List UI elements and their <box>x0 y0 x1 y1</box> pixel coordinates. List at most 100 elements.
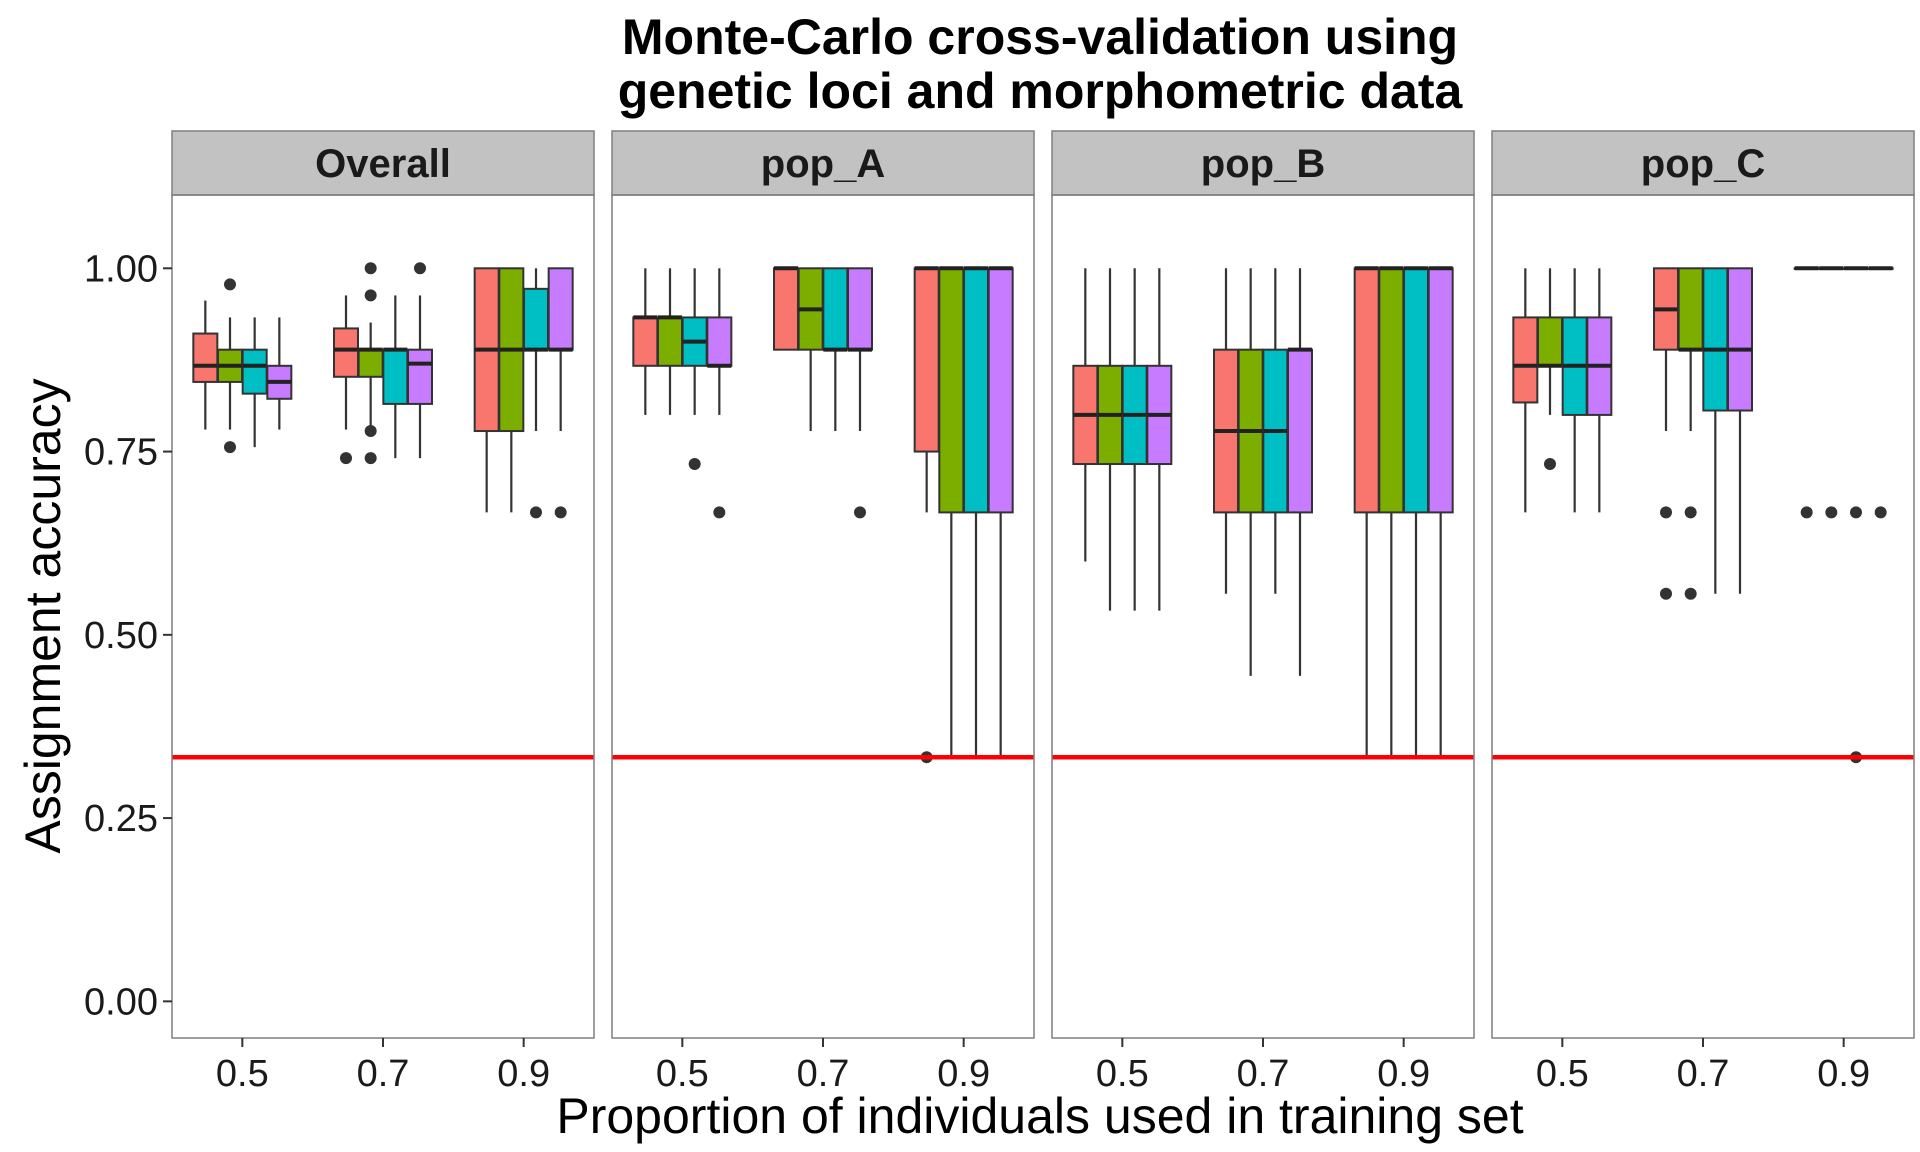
strip-label: pop_A <box>761 142 885 186</box>
box-body <box>987 267 1014 514</box>
box-body <box>241 348 268 395</box>
box-body <box>1702 267 1729 412</box>
outlier-point <box>1684 506 1697 519</box>
box <box>1287 268 1313 676</box>
box <box>241 317 268 448</box>
box <box>913 266 940 764</box>
box-body <box>1378 267 1405 514</box>
box <box>1561 268 1588 513</box>
x-tick-label: 0.9 <box>937 1053 990 1095</box>
y-axis: 0.00 0.25 0.50 0.75 1.00 <box>84 248 172 1023</box>
y-tick-label: 0.50 <box>84 615 158 657</box>
box-body <box>938 267 965 514</box>
box <box>987 266 1014 758</box>
box-body <box>547 267 574 351</box>
box-body <box>382 348 409 405</box>
strip-label: Overall <box>315 142 451 186</box>
box-body <box>773 267 799 351</box>
x-tick-label: 0.5 <box>1096 1053 1149 1095</box>
facet-panel: pop_C 0.5 0.7 0.9 <box>1491 130 1915 1095</box>
outlier-point <box>224 278 236 291</box>
strip-background <box>171 130 595 196</box>
outlier-point <box>854 506 866 519</box>
x-axis-title: Proportion of individuals used in traini… <box>556 1088 1523 1144</box>
box-body <box>1537 316 1563 367</box>
box <box>1378 266 1405 758</box>
y-tick-label: 1.00 <box>84 248 158 290</box>
box <box>382 295 409 459</box>
box-body <box>913 267 940 453</box>
box <box>407 262 433 459</box>
outlier-point <box>364 289 377 302</box>
box <box>1262 268 1289 594</box>
box-body <box>1427 267 1454 514</box>
outlier-point <box>364 262 377 275</box>
box-body <box>847 267 873 351</box>
outlier-point <box>364 425 377 438</box>
facet-panel: pop_B 0.5 0.7 0.9 <box>1051 130 1475 1095</box>
box <box>1512 268 1539 513</box>
box <box>333 295 359 465</box>
outlier-point <box>554 506 567 519</box>
outlier-point <box>1850 506 1862 519</box>
box <box>1653 267 1679 600</box>
outlier-point <box>340 452 352 465</box>
box <box>1427 266 1454 758</box>
outlier-point <box>688 458 701 471</box>
strip-label: pop_C <box>1641 142 1765 186</box>
box <box>1677 267 1704 600</box>
strip-background <box>611 130 1035 196</box>
box <box>632 268 659 415</box>
box <box>706 268 733 519</box>
box <box>547 267 574 519</box>
box-body <box>192 332 219 383</box>
y-tick-label: 0.25 <box>84 798 158 840</box>
box <box>1072 268 1099 562</box>
outlier-point <box>224 441 236 454</box>
box-body <box>822 267 849 351</box>
strip-background <box>1491 130 1915 196</box>
outlier-point <box>414 262 426 275</box>
title-line: Monte-Carlo cross-validation using <box>622 9 1458 65</box>
y-tick-label: 0.00 <box>84 981 158 1023</box>
facet-panel: Overall 0.5 0.7 0.9 <box>171 130 595 1095</box>
box <box>1121 268 1148 611</box>
facet-panel: pop_A 0.5 0.7 0.9 <box>611 130 1035 1095</box>
box-body <box>357 348 384 378</box>
x-tick-label: 0.7 <box>797 1053 850 1095</box>
box <box>473 267 500 513</box>
box <box>963 266 989 758</box>
outlier-point <box>1684 587 1697 600</box>
box <box>938 266 965 758</box>
box <box>266 317 293 430</box>
x-tick-label: 0.7 <box>1237 1053 1290 1095</box>
box-body <box>1403 267 1429 514</box>
box <box>523 268 549 519</box>
box <box>1586 268 1613 513</box>
box <box>1403 266 1429 758</box>
box-body <box>1512 316 1539 404</box>
x-tick-label: 0.5 <box>656 1053 709 1095</box>
x-tick-label: 0.9 <box>1817 1053 1870 1095</box>
outlier-point <box>1660 506 1672 519</box>
box-body <box>706 316 733 367</box>
box <box>847 267 873 519</box>
box <box>1727 267 1753 594</box>
x-tick-label: 0.5 <box>1536 1053 1589 1095</box>
strip-label: pop_B <box>1201 142 1325 186</box>
chart-title: Monte-Carlo cross-validation usinggeneti… <box>618 9 1464 119</box>
y-tick-label: 0.75 <box>84 432 158 474</box>
outlier-point <box>530 506 542 519</box>
box-body <box>963 267 989 514</box>
title-line: genetic loci and morphometric data <box>618 63 1464 119</box>
box <box>1213 268 1239 594</box>
box-body <box>632 316 659 367</box>
facets: Overall 0.5 0.7 0.9 pop_A 0.5 0.7 0.9 pop_B 0.5 0.… <box>171 130 1915 1095</box>
box-body <box>1727 267 1753 412</box>
box <box>773 266 799 351</box>
x-tick-label: 0.7 <box>1677 1053 1730 1095</box>
outlier-point <box>713 506 726 519</box>
box <box>1146 268 1173 611</box>
